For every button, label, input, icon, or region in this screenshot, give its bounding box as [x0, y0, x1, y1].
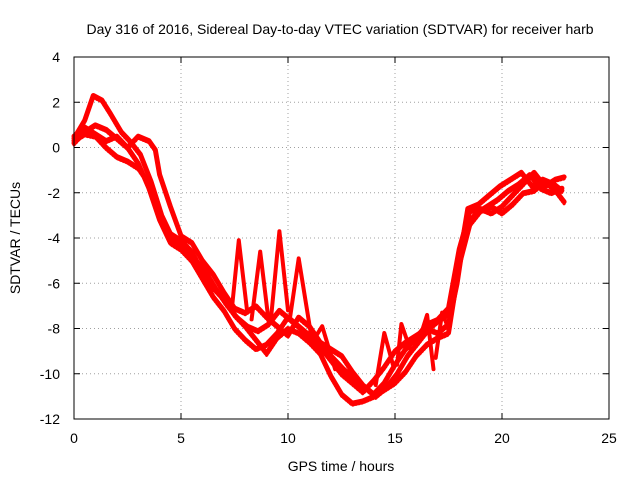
spike-8	[420, 312, 436, 372]
spike-3	[268, 229, 290, 322]
chart-title: Day 316 of 2016, Sidereal Day-to-day VTE…	[86, 21, 593, 37]
y-tick-label: -8	[48, 321, 61, 337]
spike-9	[433, 310, 451, 360]
spike-4	[288, 256, 314, 340]
x-tick-label: 20	[494, 430, 510, 446]
spike-6	[373, 331, 395, 388]
x-tick-label: 5	[177, 430, 185, 446]
spike-1	[230, 238, 250, 315]
y-axis-label: SDTVAR / TECUs	[7, 182, 23, 294]
series-track-4-markers	[72, 134, 566, 407]
spike-7	[395, 322, 412, 367]
x-tick-label: 10	[280, 430, 296, 446]
x-tick-label: 0	[70, 430, 78, 446]
x-axis-label: GPS time / hours	[288, 458, 395, 474]
x-tick-label: 15	[387, 430, 403, 446]
spike-5	[311, 324, 338, 372]
spike-2	[249, 249, 271, 324]
y-tick-label: -10	[40, 366, 60, 382]
y-tick-label: 2	[52, 94, 60, 110]
y-tick-label: 4	[52, 49, 60, 65]
ticks: 0 5 10 15 20 25 -12 -10 -8 -6 -4 -2 0 2 4	[40, 49, 617, 446]
y-tick-label: -4	[48, 230, 61, 246]
y-tick-label: -6	[48, 275, 61, 291]
y-tick-label: -12	[40, 411, 60, 427]
y-tick-label: -2	[48, 185, 61, 201]
x-tick-label: 25	[601, 430, 617, 446]
series-layer	[71, 93, 567, 407]
y-tick-label: 0	[52, 140, 60, 156]
